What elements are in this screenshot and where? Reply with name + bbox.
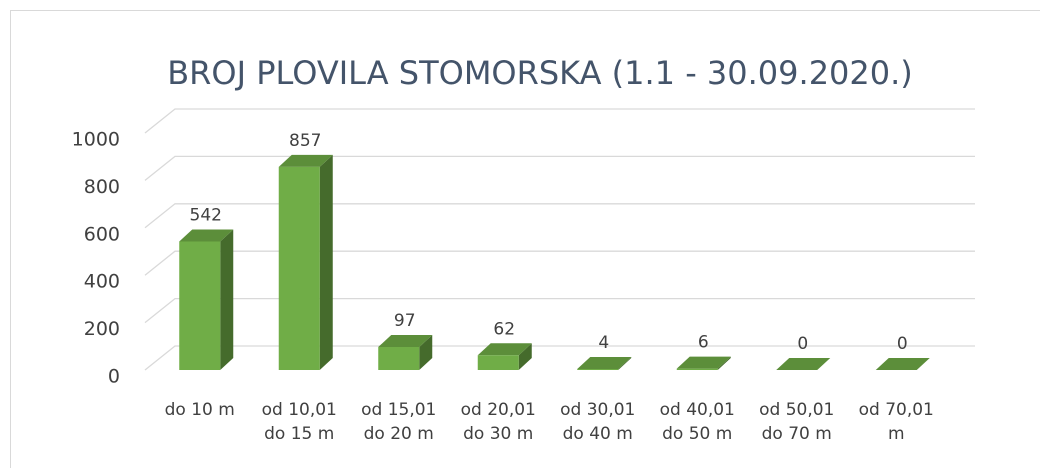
bar-side	[518, 343, 532, 370]
x-tick-label: od 15,01 do 20 m	[361, 400, 437, 444]
bar	[179, 229, 234, 370]
data-label: 857	[289, 131, 321, 151]
data-label: 6	[698, 333, 709, 353]
bar	[378, 335, 433, 370]
bar-top	[676, 356, 731, 369]
bar	[776, 358, 831, 370]
bar-top	[875, 358, 930, 370]
data-label: 97	[394, 311, 416, 331]
grid-line	[144, 345, 975, 371]
x-tick-label: od 50,01 do 70 m	[759, 400, 835, 444]
data-label: 4	[598, 333, 609, 353]
bar-side	[419, 335, 433, 370]
bar-side	[618, 357, 632, 370]
y-tick-label: 400	[84, 271, 120, 293]
y-tick-label: 1000	[72, 129, 120, 151]
bar	[278, 154, 333, 370]
bar-front	[577, 369, 619, 370]
bar	[676, 356, 731, 370]
data-label: 0	[797, 334, 808, 354]
bar-front	[676, 368, 718, 370]
grid-line	[144, 108, 975, 134]
bar-side	[319, 154, 333, 370]
chart-border	[10, 10, 1040, 468]
data-label: 542	[190, 206, 222, 226]
x-tick-label: od 40,01 do 50 m	[659, 400, 735, 444]
grid-line	[144, 203, 975, 229]
x-tick-label: od 10,01 do 15 m	[261, 400, 337, 444]
data-label: 62	[493, 319, 515, 339]
chart-title: BROJ PLOVILA STOMORSKA (1.1 - 30.09.2020…	[167, 54, 913, 92]
bar-front	[378, 347, 420, 370]
bar-top	[776, 358, 831, 370]
grid-line	[144, 250, 975, 276]
y-tick-label: 600	[84, 223, 120, 245]
x-tick-label: od 70,01 m	[858, 400, 934, 444]
x-tick-label: od 20,01 do 30 m	[460, 400, 536, 444]
bar-front	[179, 241, 221, 370]
bar-top	[179, 229, 234, 242]
bar-top	[378, 335, 433, 348]
y-tick-label: 800	[84, 176, 120, 198]
x-tick-label: do 10 m	[164, 400, 235, 420]
bar-front	[278, 166, 320, 370]
bar	[875, 358, 930, 370]
bar-side	[220, 229, 234, 370]
data-label: 0	[897, 334, 908, 354]
bar-top	[477, 343, 532, 356]
bar-side	[717, 356, 731, 370]
grid-line	[144, 155, 975, 181]
y-tick-label: 0	[108, 366, 120, 388]
y-tick-label: 200	[84, 318, 120, 340]
bar	[477, 343, 532, 370]
bar	[577, 357, 632, 370]
x-tick-label: od 30,01 do 40 m	[560, 400, 636, 444]
bar-front	[477, 355, 519, 370]
grid-line	[144, 297, 975, 324]
bar-top	[278, 154, 333, 167]
bar-top	[577, 357, 632, 370]
